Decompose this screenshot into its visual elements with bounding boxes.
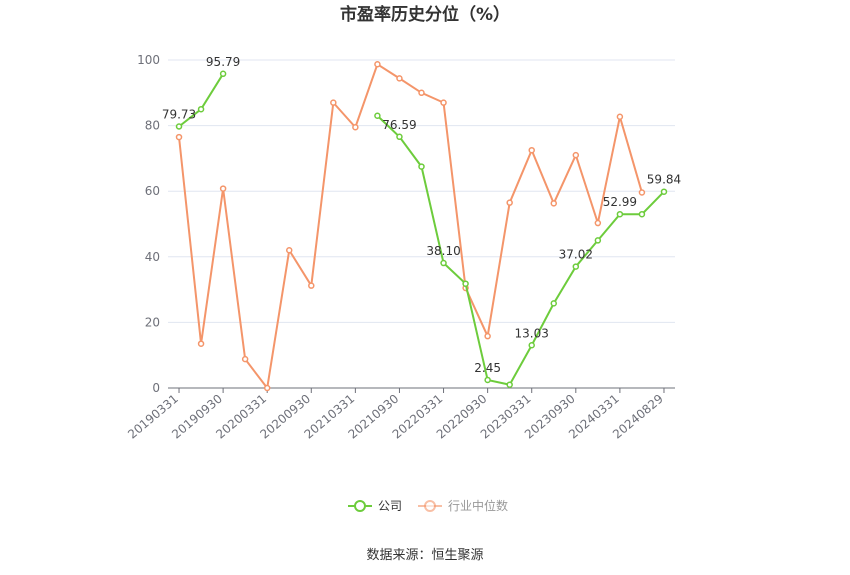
legend-item-0[interactable]: 公司	[348, 499, 402, 513]
y-tick-label: 40	[145, 250, 160, 264]
data-point[interactable]	[219, 185, 227, 192]
data-label: 59.84	[647, 173, 681, 187]
legend-swatch-marker	[354, 500, 366, 512]
series-0	[175, 70, 668, 388]
legend-label: 行业中位数	[448, 498, 508, 513]
data-point[interactable]	[330, 99, 337, 106]
data-point[interactable]	[440, 259, 447, 267]
data-point[interactable]	[528, 146, 535, 154]
data-label: 13.03	[515, 326, 549, 340]
data-point[interactable]	[263, 384, 271, 392]
data-point[interactable]	[484, 332, 491, 340]
data-label: 52.99	[603, 195, 637, 209]
data-point[interactable]	[638, 210, 646, 218]
data-point[interactable]	[616, 210, 624, 218]
legend-label: 公司	[378, 499, 402, 513]
y-tick-label: 0	[152, 381, 160, 395]
data-point[interactable]	[308, 282, 315, 289]
series-lines	[175, 61, 668, 392]
data-point[interactable]	[638, 189, 646, 196]
data-point[interactable]	[197, 105, 205, 113]
data-point[interactable]	[352, 123, 359, 131]
data-source-note: 数据来源：恒生聚源	[366, 548, 483, 563]
data-point[interactable]	[572, 151, 580, 159]
series-1	[175, 61, 646, 392]
data-point[interactable]	[285, 246, 293, 254]
chart-title: 市盈率历史分位（%）	[340, 4, 510, 25]
data-label: 76.59	[382, 118, 416, 132]
data-point[interactable]	[572, 263, 580, 270]
data-point[interactable]	[175, 133, 183, 141]
data-point[interactable]	[396, 75, 403, 82]
data-label: 37.02	[559, 248, 593, 262]
data-point[interactable]	[418, 89, 425, 97]
data-point[interactable]	[440, 99, 447, 106]
data-point[interactable]	[506, 381, 513, 388]
series-line	[178, 62, 643, 391]
data-point[interactable]	[616, 113, 624, 120]
data-point[interactable]	[175, 123, 183, 130]
data-point[interactable]	[219, 70, 227, 78]
data-point[interactable]	[374, 112, 381, 120]
data-point[interactable]	[528, 342, 535, 349]
y-tick-label: 60	[145, 184, 160, 198]
data-point[interactable]	[197, 340, 205, 347]
legend-item-1[interactable]: 行业中位数	[418, 498, 508, 513]
data-point[interactable]	[594, 237, 602, 244]
data-label: 79.73	[162, 107, 196, 121]
data-point[interactable]	[550, 200, 558, 207]
data-point[interactable]	[396, 133, 403, 141]
y-tick-label: 100	[137, 53, 160, 67]
data-label: 95.79	[206, 55, 240, 69]
grid-lines	[168, 59, 675, 323]
data-point[interactable]	[506, 199, 513, 206]
data-labels: 79.73 95.79 76.59 38.10 2.45 13.03 37.02 52.99 5…	[162, 55, 681, 375]
y-tick-label: 20	[145, 315, 160, 329]
legend[interactable]: 公司 行业中位数	[348, 498, 508, 513]
y-tick-label: 80	[145, 119, 160, 133]
data-point[interactable]	[660, 188, 668, 195]
data-label: 38.10	[426, 244, 460, 258]
data-label: 2.45	[474, 361, 501, 375]
data-point[interactable]	[594, 219, 602, 227]
legend-swatch-marker	[424, 500, 436, 512]
data-point[interactable]	[374, 61, 381, 68]
data-point[interactable]	[550, 300, 558, 307]
data-point[interactable]	[462, 280, 469, 287]
data-point[interactable]	[241, 355, 249, 363]
series-line	[376, 115, 665, 386]
data-point[interactable]	[484, 376, 491, 384]
data-point[interactable]	[418, 163, 425, 170]
